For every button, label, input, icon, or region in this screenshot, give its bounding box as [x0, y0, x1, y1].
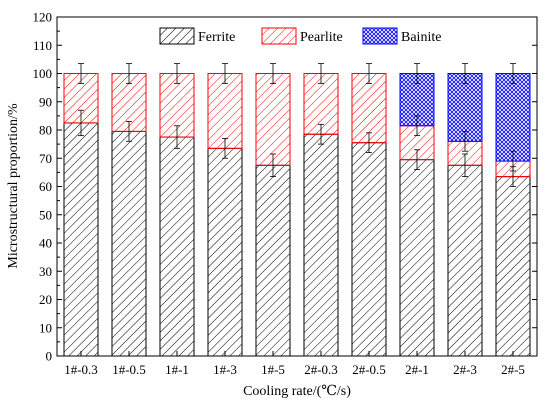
x-tick-label-2-1: 2#-1	[405, 362, 429, 377]
legend-item-pearlite: Pearlite	[261, 27, 343, 45]
y-tick-label-100: 100	[33, 66, 53, 81]
x-tick-label-1-5: 1#-5	[261, 362, 285, 377]
y-tick-label-70: 70	[39, 151, 52, 166]
bar-ferrite-1-0-5	[111, 130, 147, 357]
y-tick-label-20: 20	[39, 292, 52, 307]
bar-ferrite-2-3	[447, 164, 483, 357]
bar-ferrite-1-0-3	[63, 122, 99, 357]
y-tick-label-90: 90	[39, 94, 52, 109]
error-bar-ferrite-1-0-3	[78, 109, 84, 137]
x-tick-label-2-3: 2#-3	[453, 362, 477, 377]
bar-pearlite-2-0-5	[351, 73, 387, 144]
error-bar-ferrite-1-3	[222, 138, 228, 159]
x-tick-label-1-3: 1#-3	[213, 362, 237, 377]
legend-label-ferrite: Ferrite	[198, 30, 235, 45]
legend-swatch-ferrite	[159, 27, 195, 45]
y-axis-title: Microstructural proportion/%	[6, 103, 21, 269]
x-tick-label-2-5: 2#-5	[501, 362, 525, 377]
bar-ferrite-1-1	[159, 136, 195, 357]
y-tick-label-50: 50	[39, 207, 52, 222]
bar-bainite-2-5	[495, 73, 531, 162]
x-axis: 1#-0.3 1#-0.5 1#-1 1#-3 1#-5 2#-0.3 2#-0.5 2#-1…	[64, 351, 525, 377]
error-bar-bainite-2-1	[414, 63, 420, 84]
error-bar-ferrite-2-0-3	[318, 123, 324, 145]
legend-item-bainite: Bainite	[362, 27, 441, 45]
error-bar-ferrite-2-0-5	[366, 132, 372, 154]
y-tick-label-110: 110	[33, 38, 52, 53]
error-bar-ferrite-1-0-5	[126, 121, 132, 142]
bar-ferrite-2-0-3	[303, 133, 339, 357]
error-bar-pearlite-1-0-5	[126, 63, 132, 84]
error-bar-pearlite-2-0-3	[318, 63, 324, 84]
error-bar-pearlite-2-5	[510, 150, 516, 172]
legend-label-pearlite: Pearlite	[300, 30, 343, 45]
error-bar-ferrite-2-3	[462, 153, 468, 178]
error-bar-bainite-2-5	[510, 63, 516, 84]
error-bar-pearlite-1-0-3	[78, 63, 84, 84]
legend-swatch-bainite	[362, 27, 398, 45]
x-tick-label-1-1: 1#-1	[165, 362, 189, 377]
bar-ferrite-1-3	[207, 147, 243, 357]
legend-label-bainite: Bainite	[401, 30, 441, 45]
bar-pearlite-1-5	[255, 73, 291, 166]
bar-pearlite-1-3	[207, 73, 243, 149]
legend-swatch-pearlite	[261, 27, 297, 45]
y-tick-label-80: 80	[39, 123, 52, 138]
y-tick-label-40: 40	[39, 236, 52, 251]
legend-item-ferrite: Ferrite	[159, 27, 235, 45]
y-tick-label-60: 60	[39, 179, 52, 194]
y-tick-label-0: 0	[46, 349, 53, 364]
error-bar-pearlite-1-3	[222, 63, 228, 84]
error-bar-pearlite-1-5	[270, 63, 276, 84]
y-tick-label-120: 120	[33, 10, 53, 25]
error-bar-pearlite-2-0-5	[366, 63, 372, 84]
y-tick-label-10: 10	[39, 320, 52, 335]
x-tick-label-1-0-3: 1#-0.3	[64, 362, 98, 377]
error-bar-bainite-2-3	[462, 63, 468, 84]
bar-bainite-2-3	[447, 73, 483, 142]
bar-ferrite-2-0-5	[351, 142, 387, 357]
x-tick-label-2-0-3: 2#-0.3	[304, 362, 338, 377]
x-axis-title: Cooling rate/(℃/s)	[243, 384, 351, 399]
error-bar-ferrite-1-1	[174, 125, 180, 149]
error-bar-pearlite-1-1	[174, 63, 180, 84]
bar-ferrite-2-5	[495, 176, 531, 357]
bar-ferrite-2-1	[399, 159, 435, 357]
y-tick-label-30: 30	[39, 264, 52, 279]
x-tick-label-2-0-5: 2#-0.5	[352, 362, 386, 377]
x-tick-label-1-0-5: 1#-0.5	[112, 362, 146, 377]
error-bar-pearlite-2-3	[462, 131, 468, 152]
error-bars-group	[78, 63, 516, 187]
y-axis: 0 10 20 30 40 50 60 70 80 90 100 110 120	[33, 10, 537, 364]
error-bar-pearlite-2-1	[414, 115, 420, 137]
legend: Ferrite Pearlite Bainite	[159, 27, 441, 45]
bar-ferrite-1-5	[255, 164, 291, 357]
error-bar-ferrite-1-5	[270, 153, 276, 178]
error-bar-ferrite-2-1	[414, 149, 420, 170]
bars-group	[63, 73, 531, 357]
